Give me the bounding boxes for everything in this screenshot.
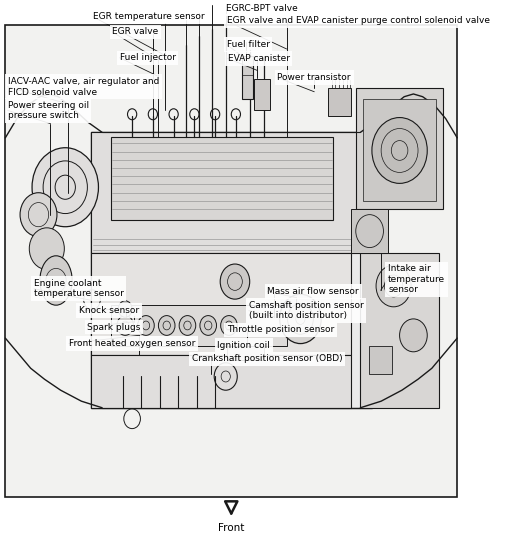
Text: Spark plugs: Spark plugs	[87, 323, 141, 332]
Text: Fuel filter: Fuel filter	[227, 40, 270, 49]
Polygon shape	[111, 305, 287, 346]
Polygon shape	[5, 25, 457, 497]
Circle shape	[220, 264, 250, 299]
Polygon shape	[356, 89, 444, 209]
Polygon shape	[111, 137, 333, 220]
Text: EGR valve and EVAP canister purge control solenoid valve: EGR valve and EVAP canister purge contro…	[227, 16, 490, 25]
Polygon shape	[90, 355, 351, 408]
Text: EVAP canister: EVAP canister	[228, 54, 290, 63]
Circle shape	[280, 294, 321, 344]
Text: Front: Front	[218, 523, 244, 533]
Circle shape	[376, 265, 411, 307]
Circle shape	[32, 148, 98, 227]
Circle shape	[138, 316, 154, 336]
Circle shape	[29, 228, 64, 270]
Text: Engine coolant
temperature sensor: Engine coolant temperature sensor	[34, 279, 124, 299]
Text: Power transistor: Power transistor	[277, 73, 351, 82]
Polygon shape	[242, 56, 253, 100]
Circle shape	[159, 316, 175, 336]
Polygon shape	[90, 253, 351, 355]
Text: IACV-AAC valve, air regulator and
FICD solenoid valve: IACV-AAC valve, air regulator and FICD s…	[8, 77, 159, 97]
Text: EGR temperature sensor: EGR temperature sensor	[93, 12, 204, 21]
Text: Throttle position sensor: Throttle position sensor	[227, 326, 334, 334]
Text: Knock sensor: Knock sensor	[79, 306, 139, 315]
Circle shape	[179, 316, 196, 336]
Circle shape	[200, 316, 216, 336]
Circle shape	[117, 316, 134, 336]
Polygon shape	[328, 89, 351, 116]
Circle shape	[118, 301, 132, 317]
Polygon shape	[369, 346, 392, 374]
Polygon shape	[90, 133, 360, 253]
Text: Front heated oxygen sensor: Front heated oxygen sensor	[69, 339, 196, 348]
Polygon shape	[90, 133, 372, 408]
Circle shape	[399, 319, 427, 352]
Ellipse shape	[40, 256, 72, 305]
Polygon shape	[362, 100, 436, 201]
Text: EGRC-BPT valve: EGRC-BPT valve	[226, 4, 297, 13]
Text: Ignition coil: Ignition coil	[217, 340, 270, 350]
Text: Crankshaft position sensor (OBD): Crankshaft position sensor (OBD)	[192, 354, 343, 364]
Text: Mass air flow sensor: Mass air flow sensor	[267, 287, 359, 296]
Polygon shape	[227, 346, 264, 360]
Text: EGR valve: EGR valve	[112, 28, 159, 36]
Polygon shape	[351, 209, 388, 253]
Circle shape	[20, 192, 57, 236]
Text: Fuel injector: Fuel injector	[120, 53, 176, 62]
Text: Intake air
temperature
sensor: Intake air temperature sensor	[388, 265, 445, 294]
Text: Power steering oil
pressure switch: Power steering oil pressure switch	[8, 101, 89, 120]
Text: Camshaft position sensor
(built into distributor): Camshaft position sensor (built into dis…	[249, 301, 363, 320]
Polygon shape	[254, 79, 270, 111]
Circle shape	[220, 316, 237, 336]
Circle shape	[372, 118, 427, 183]
Polygon shape	[360, 253, 439, 408]
